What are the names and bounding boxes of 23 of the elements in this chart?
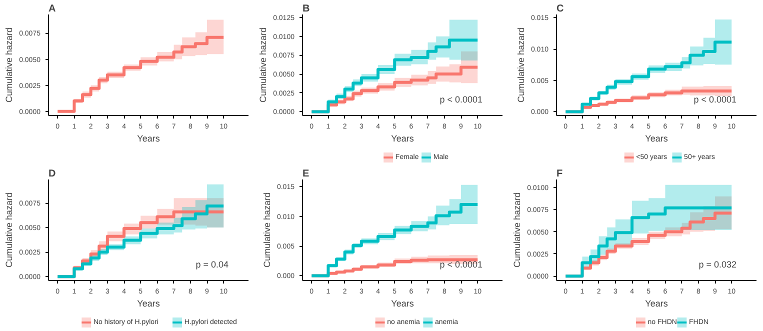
annotation: p = 0.032	[698, 259, 737, 270]
x-axis-title: Years	[391, 134, 414, 144]
y-axis-title: Cumulative hazard	[516, 27, 526, 103]
annotation: p < 0.0001	[694, 94, 737, 104]
y-axis-title: Cumulative hazard	[4, 27, 14, 103]
y-axis-title: Cumulative hazard	[258, 27, 268, 103]
y-axis-title: Cumulative hazard	[262, 192, 272, 268]
y-axis-title: Cumulative hazard	[4, 192, 14, 268]
annotation: p < 0.0001	[440, 94, 483, 104]
chart-title: D	[48, 168, 56, 180]
annotation: p < 0.0001	[440, 259, 483, 270]
chart-title: F	[556, 168, 563, 180]
annotation: p = 0.04	[196, 259, 228, 270]
x-axis-title: Years	[645, 298, 668, 308]
x-axis-title: Years	[391, 298, 414, 308]
y-axis-title: Cumulative hazard	[512, 192, 522, 268]
x-axis-title: Years	[137, 134, 160, 144]
chart-title: C	[556, 4, 564, 14]
x-axis-title: Years	[645, 134, 668, 144]
chart-title: B	[302, 4, 310, 14]
x-axis-title: Years	[137, 298, 160, 308]
chart-title: A	[48, 4, 56, 14]
chart-title: E	[302, 168, 310, 180]
